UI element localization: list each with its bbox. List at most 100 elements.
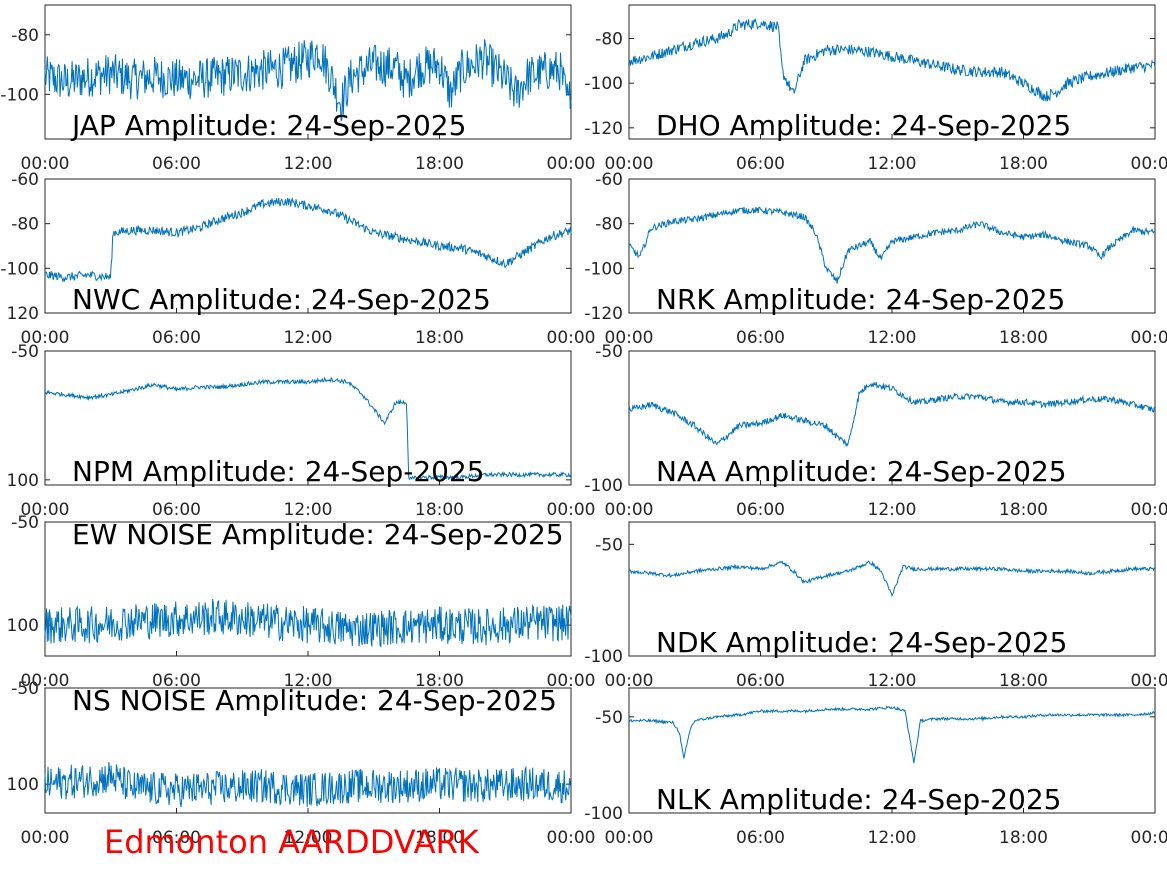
y-tick-label: 100 [7, 775, 39, 795]
series-line [44, 197, 572, 283]
axes-box [628, 4, 1156, 140]
x-tick-label: 00:00 [547, 500, 596, 520]
series-line [44, 39, 572, 122]
x-tick-label: 00:00 [21, 500, 70, 520]
y-tick-label: -100 [584, 647, 623, 667]
x-tick-label: 06:00 [152, 500, 201, 520]
panel-title: NWC Amplitude: 24-Sep-2025 [72, 283, 491, 316]
panel-title: NS NOISE Amplitude: 24-Sep-2025 [72, 684, 557, 717]
x-tick-label: 12:00 [868, 828, 917, 848]
x-tick-label: 00:00 [605, 828, 654, 848]
x-tick-label: 06:00 [736, 500, 785, 520]
x-tick-label: 06:00 [736, 671, 785, 691]
x-tick-label: 06:00 [152, 828, 201, 848]
panel-nrk: -120-100-80-6000:0006:0012:0018:0000:00N… [584, 170, 1167, 348]
x-tick-label: 06:00 [736, 328, 785, 348]
y-tick-label: -100 [0, 259, 39, 279]
axes-box [628, 178, 1156, 314]
x-tick-label: 00:00 [1131, 500, 1167, 520]
x-tick-label: 12:00 [284, 671, 333, 691]
x-tick-label: 00:00 [547, 154, 596, 174]
y-tick-label: -50 [595, 708, 623, 728]
x-tick-label: 06:00 [152, 154, 201, 174]
x-tick-label: 18:00 [999, 828, 1048, 848]
y-tick-label: -80 [595, 215, 623, 235]
axes-box [628, 350, 1156, 486]
x-tick-label: 00:00 [21, 154, 70, 174]
x-tick-label: 18:00 [415, 500, 464, 520]
y-tick-label: -100 [584, 74, 623, 94]
x-tick-label: 18:00 [999, 328, 1048, 348]
x-tick-label: 12:00 [868, 500, 917, 520]
panel-title: NAA Amplitude: 24-Sep-2025 [656, 455, 1067, 488]
x-tick-label: 18:00 [999, 671, 1048, 691]
panel-title: NLK Amplitude: 24-Sep-2025 [656, 783, 1062, 816]
x-tick-label: 18:00 [415, 154, 464, 174]
y-tick-label: -60 [595, 170, 623, 190]
x-tick-label: 18:00 [999, 500, 1048, 520]
y-tick-label: 100 [7, 471, 39, 491]
series-line [628, 206, 1156, 284]
y-tick-label: -60 [11, 170, 39, 190]
x-tick-label: 00:00 [605, 154, 654, 174]
x-tick-label: 00:00 [1131, 671, 1167, 691]
y-tick-label: -50 [595, 342, 623, 362]
panel-ns-noise: 100 -50 00:00 06:00 12:00 18:00 00:00 NS NOISE … [7, 679, 596, 848]
series-line [628, 560, 1156, 598]
panel-title: JAP Amplitude: 24-Sep-2025 [70, 109, 466, 142]
x-tick-label: 00:00 [1131, 328, 1167, 348]
panel-title: NDK Amplitude: 24-Sep-2025 [656, 626, 1067, 659]
x-tick-label: 00:00 [1131, 828, 1167, 848]
x-tick-label: 00:00 [21, 828, 70, 848]
station-label: Edmonton AARDDVARK [104, 823, 479, 861]
y-tick-label: -80 [11, 26, 39, 46]
y-tick-label: 100 [7, 616, 39, 636]
y-tick-label: -120 [584, 304, 623, 324]
series-line [44, 599, 572, 648]
y-tick-label: -100 [584, 259, 623, 279]
panel-title: NRK Amplitude: 24-Sep-2025 [656, 283, 1065, 316]
y-tick-label: -120 [584, 119, 623, 139]
y-tick-label: -50 [11, 342, 39, 362]
x-tick-label: 12:00 [868, 671, 917, 691]
axes-box [628, 521, 1156, 657]
x-tick-label: 00:00 [547, 671, 596, 691]
y-tick-label: -100 [584, 804, 623, 824]
x-tick-label: 06:00 [152, 671, 201, 691]
x-tick-label: 00:00 [547, 828, 596, 848]
series-line [44, 376, 572, 482]
panel-title: EW NOISE Amplitude: 24-Sep-2025 [72, 518, 564, 551]
x-tick-label: 12:00 [284, 328, 333, 348]
panel-title: DHO Amplitude: 24-Sep-2025 [656, 109, 1071, 142]
y-tick-label: -80 [595, 30, 623, 50]
panel-dho: -120-100-8000:0006:0012:0018:0000:00DHO … [584, 4, 1167, 174]
axes-box [44, 178, 572, 314]
x-tick-label: 18:00 [415, 671, 464, 691]
y-tick-label: -50 [11, 679, 39, 699]
x-tick-label: 00:00 [605, 671, 654, 691]
panel-title: NPM Amplitude: 24-Sep-2025 [72, 455, 485, 488]
x-tick-label: 12:00 [284, 500, 333, 520]
y-tick-label: 120 [7, 304, 39, 324]
x-tick-label: 06:00 [736, 828, 785, 848]
y-tick-label: -50 [11, 513, 39, 533]
y-tick-label: -50 [595, 535, 623, 555]
x-tick-label: 12:00 [284, 154, 333, 174]
x-tick-label: 18:00 [999, 154, 1048, 174]
x-tick-label: 00:00 [605, 500, 654, 520]
y-tick-label: -100 [0, 85, 39, 105]
axes-box [44, 350, 572, 486]
series-line [628, 705, 1156, 764]
x-tick-label: 12:00 [868, 154, 917, 174]
x-tick-label: 06:00 [152, 328, 201, 348]
y-tick-label: -100 [584, 476, 623, 496]
series-line [44, 762, 572, 807]
x-tick-label: 18:00 [415, 828, 464, 848]
x-tick-label: 12:00 [868, 328, 917, 348]
